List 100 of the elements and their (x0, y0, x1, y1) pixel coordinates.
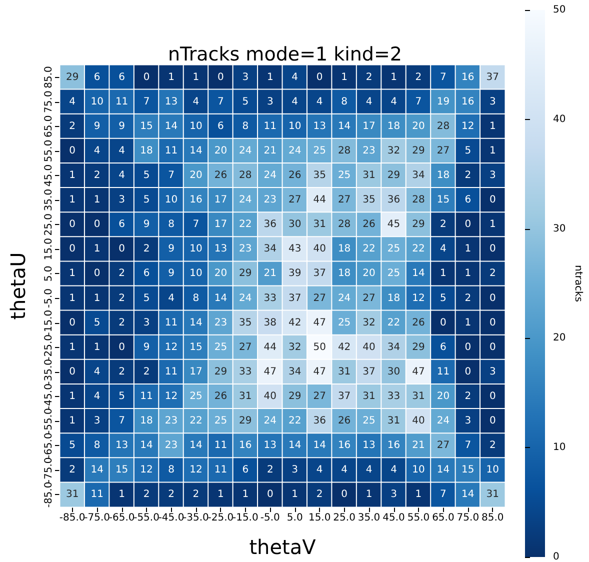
data-label: 10 (190, 244, 202, 255)
data-label: 17 (190, 366, 202, 378)
data-label: 36 (264, 219, 277, 230)
data-label: 2 (366, 72, 372, 83)
data-label: 24 (239, 145, 252, 156)
data-label: 8 (341, 96, 348, 108)
x-tick-label: 85.0 (482, 512, 504, 524)
data-label: 7 (118, 416, 125, 427)
x-tick-label: -45.0 (158, 512, 184, 524)
data-label: 0 (489, 317, 496, 328)
data-label: 11 (90, 489, 104, 500)
data-label: 8 (192, 292, 200, 304)
data-label: 6 (94, 72, 100, 83)
data-label: 1 (464, 244, 472, 255)
data-label: 10 (486, 464, 500, 476)
y-tick-label: -5.0 (44, 288, 54, 308)
data-label: 1 (218, 489, 224, 500)
data-label: 31 (239, 391, 252, 402)
data-label: 20 (190, 170, 202, 181)
data-label: 27 (338, 194, 351, 206)
data-label: 2 (489, 268, 496, 280)
chart-title: nTracks mode=1 kind=2 (168, 44, 402, 66)
y-tick-label: -75.0 (44, 457, 54, 484)
data-label: 2 (266, 464, 274, 476)
data-label: 14 (288, 440, 302, 452)
data-label: 3 (242, 72, 249, 83)
data-label: 20 (214, 268, 228, 280)
data-label: 31 (412, 391, 425, 402)
data-label: 29 (288, 391, 302, 402)
data-label: 27 (313, 292, 326, 304)
color-bar-label: 20 (553, 332, 566, 344)
data-label: 20 (436, 391, 450, 402)
data-label: 1 (69, 391, 76, 402)
data-label: 32 (362, 317, 376, 328)
data-label: 23 (362, 145, 376, 156)
data-label: 2 (464, 391, 472, 402)
data-label: 15 (462, 464, 474, 476)
data-label: 7 (143, 96, 150, 108)
data-label: 37 (362, 366, 376, 378)
color-bar-label: 0 (553, 552, 560, 562)
data-label: 0 (489, 391, 496, 402)
data-label: 38 (264, 317, 277, 328)
data-label: 25 (362, 416, 376, 427)
data-label: 22 (387, 317, 400, 328)
data-label: 11 (164, 366, 178, 378)
data-label: 5 (69, 440, 76, 452)
data-label: 14 (190, 317, 202, 328)
data-label: 2 (192, 489, 200, 500)
y-tick-label: -45.0 (44, 384, 54, 410)
data-label: 5 (118, 391, 125, 402)
x-tick-label: 55.0 (407, 512, 430, 524)
data-label: 18 (140, 145, 153, 156)
data-label: 3 (118, 194, 125, 206)
data-label: 15 (140, 120, 153, 132)
y-tick-label: -15.0 (44, 310, 54, 336)
data-label: 20 (214, 145, 228, 156)
data-label: 0 (489, 416, 496, 427)
data-label: 29 (214, 366, 228, 378)
data-label: 29 (412, 145, 425, 156)
data-label: 24 (264, 416, 277, 427)
data-label: 29 (387, 170, 400, 181)
data-label: 16 (387, 440, 400, 452)
data-label: 11 (164, 317, 178, 328)
data-label: 29 (239, 416, 252, 427)
data-label: 3 (464, 416, 472, 427)
data-label: 28 (436, 120, 450, 132)
data-label: 31 (387, 416, 400, 427)
data-label: 18 (140, 416, 153, 427)
data-label: 4 (192, 96, 200, 108)
data-label: 36 (313, 416, 326, 427)
data-label: 24 (239, 292, 252, 304)
data-label: 31 (313, 219, 326, 230)
data-label: 2 (415, 72, 422, 83)
data-label: 34 (264, 244, 277, 255)
data-label: 3 (266, 96, 274, 108)
y-tick-label: 85.0 (44, 66, 54, 88)
data-label: 29 (412, 219, 425, 230)
data-label: 6 (440, 342, 446, 353)
color-bar-label: 30 (553, 223, 566, 234)
data-label: 6 (118, 72, 125, 83)
x-tick-label: -65.0 (108, 512, 135, 524)
data-label: 27 (313, 391, 326, 402)
data-label: 4 (341, 464, 348, 476)
data-label: 4 (390, 464, 397, 476)
data-label: 8 (242, 120, 249, 132)
data-label: 24 (288, 145, 302, 156)
color-bar-label: 40 (553, 114, 566, 125)
data-label: 0 (69, 219, 76, 230)
data-label: 6 (118, 219, 125, 230)
data-label: 0 (118, 244, 125, 255)
data-label: 25 (214, 342, 228, 353)
x-tick-label: 75.0 (456, 512, 480, 524)
color-bar-title: ntracks (572, 265, 584, 302)
data-label: 0 (94, 219, 100, 230)
data-label: 4 (440, 244, 446, 255)
data-label: 1 (192, 72, 200, 83)
data-label: 10 (288, 120, 302, 132)
data-label: 34 (288, 366, 302, 378)
x-tick-label: -35.0 (183, 512, 209, 524)
data-label: 22 (190, 416, 202, 427)
